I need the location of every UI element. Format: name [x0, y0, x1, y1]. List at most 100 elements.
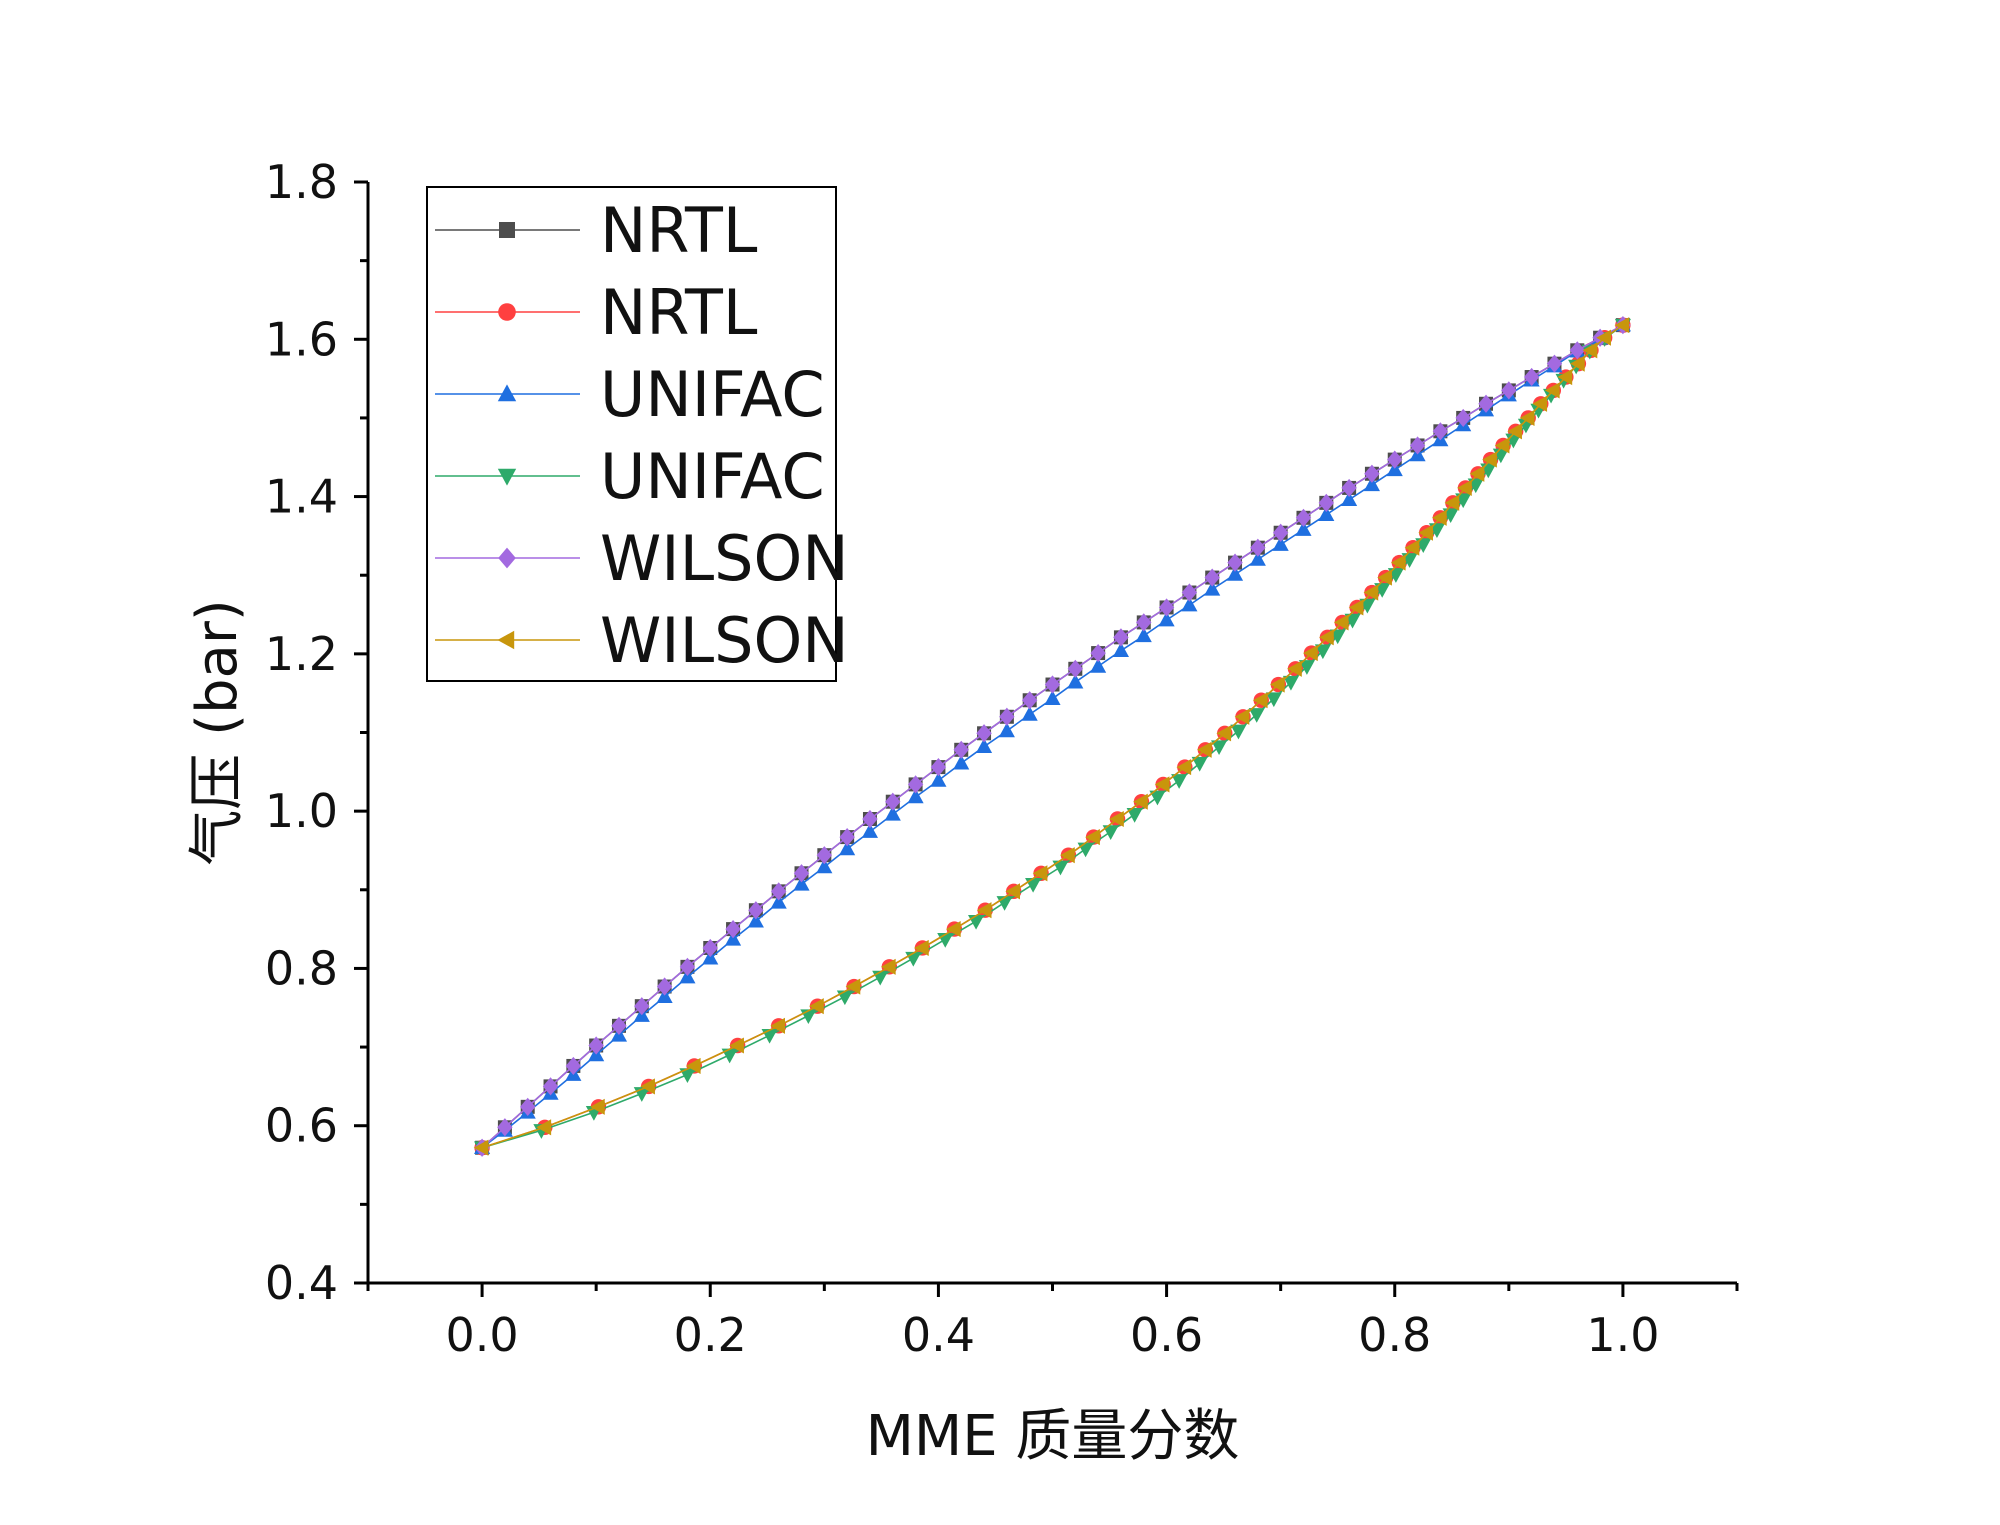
data-point [1295, 508, 1312, 527]
data-point [1060, 847, 1075, 864]
series-3-unifac [474, 316, 1631, 1155]
x-tick-label: 0.2 [674, 1308, 747, 1362]
data-point [930, 758, 947, 777]
y-axis-title: 气压 (bar) [185, 599, 250, 865]
data-point [1044, 675, 1061, 694]
y-tick-label: 1.0 [265, 784, 338, 838]
y-tick-label: 1.4 [265, 470, 338, 524]
data-point [1234, 708, 1250, 725]
data-point [1455, 408, 1471, 428]
data-point [1431, 509, 1447, 526]
data-point [1191, 756, 1208, 772]
data-point [1067, 659, 1084, 678]
y-tick-label: 0.8 [265, 941, 338, 995]
data-point [839, 827, 855, 847]
data-point [679, 1068, 696, 1083]
data-point [1444, 494, 1460, 511]
data-point [976, 738, 993, 753]
data-point [1295, 521, 1312, 536]
data-point [1318, 506, 1335, 521]
series-5-wilson [474, 316, 1631, 1157]
data-point [1135, 627, 1152, 643]
data-point [1404, 539, 1420, 556]
data-point [473, 1139, 489, 1156]
data-point [968, 914, 985, 930]
data-point [1158, 611, 1175, 627]
data-point [1149, 790, 1166, 806]
data-point [1226, 566, 1244, 581]
data-point [872, 970, 889, 986]
data-point [1269, 676, 1285, 693]
legend-item: NRTL [435, 276, 758, 349]
data-point [1025, 877, 1042, 893]
data-point [1126, 807, 1143, 823]
data-point [1582, 342, 1598, 359]
series-6-wilson [473, 317, 1630, 1156]
data-point [1044, 690, 1061, 705]
data-point [880, 958, 896, 975]
data-point [1196, 741, 1212, 758]
data-point [836, 990, 853, 1006]
legend-label: WILSON [600, 604, 849, 677]
data-point [1204, 568, 1220, 587]
data-point [685, 1057, 701, 1074]
data-point [1457, 479, 1472, 496]
legend-label: UNIFAC [600, 440, 825, 513]
data-point [809, 998, 824, 1015]
data-point [1348, 599, 1364, 616]
data-point [1136, 613, 1152, 632]
x-axis-title: MME 质量分数 [866, 1404, 1240, 1469]
data-point [771, 882, 787, 901]
x-tick-label: 0.8 [1358, 1308, 1431, 1362]
data-point [907, 788, 924, 804]
data-point [729, 1037, 744, 1054]
data-point [1314, 644, 1331, 660]
legend-label: WILSON [600, 522, 849, 595]
data-point [590, 1098, 605, 1115]
data-point [1227, 553, 1243, 572]
data-point [976, 724, 992, 743]
data-point [1557, 368, 1573, 386]
data-point [1532, 395, 1548, 412]
data-point [1265, 692, 1282, 708]
data-point [1482, 451, 1497, 468]
data-point [656, 977, 673, 996]
data-point [1112, 642, 1129, 658]
data-point [1085, 829, 1100, 846]
data-point [1363, 584, 1379, 601]
legend-item: NRTL [435, 194, 758, 267]
data-point [1287, 660, 1302, 677]
x-tick-label: 0.4 [902, 1308, 975, 1362]
data-point [953, 740, 969, 759]
x-tick-label: 0.6 [1130, 1308, 1203, 1362]
data-point [1113, 628, 1129, 647]
data-point [1216, 725, 1232, 742]
legend-marker [497, 468, 517, 486]
data-point [1614, 317, 1630, 334]
data-point [748, 901, 764, 920]
legend-marker [497, 630, 515, 650]
series-layer [473, 316, 1631, 1157]
data-point [1181, 596, 1198, 612]
legend-item: UNIFAC [435, 358, 825, 431]
data-point [1544, 382, 1560, 399]
data-point [1523, 367, 1540, 387]
legend-item: WILSON [435, 604, 849, 677]
x-tick-label: 0.0 [446, 1308, 519, 1362]
data-point [1248, 708, 1265, 723]
data-point [1158, 598, 1175, 617]
data-point [1052, 860, 1069, 876]
data-point [1133, 793, 1148, 810]
y-tick-label: 1.6 [265, 312, 338, 366]
data-point [656, 988, 673, 1004]
data-point [1090, 643, 1106, 663]
legend-marker [498, 547, 516, 569]
data-point [520, 1097, 536, 1116]
data-point [542, 1077, 559, 1096]
y-tick-label: 1.8 [265, 155, 338, 209]
legend-item: WILSON [435, 522, 849, 595]
data-point [1021, 706, 1038, 721]
legend-marker [498, 303, 516, 321]
data-point [1102, 825, 1119, 840]
data-point [1204, 580, 1221, 596]
